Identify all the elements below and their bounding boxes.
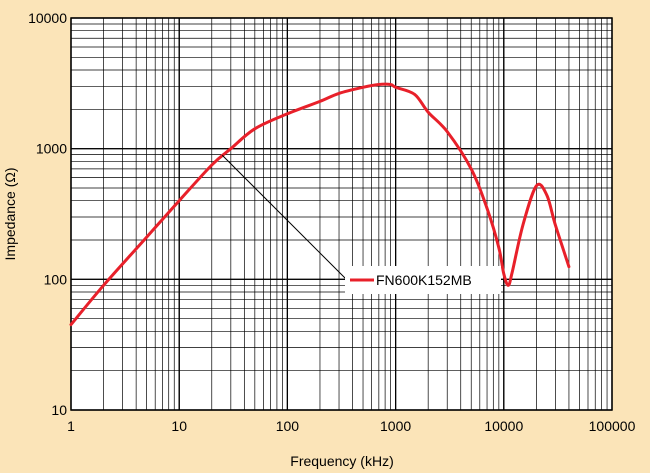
series-line-fn600k152mb xyxy=(69,82,571,327)
y-axis-label: Impedance (Ω) xyxy=(2,168,18,261)
y-tick-label: 10 xyxy=(51,402,67,418)
y-tick-label: 10000 xyxy=(28,10,67,26)
x-tick-label: 100 xyxy=(276,418,300,434)
y-tick-label: 100 xyxy=(44,271,68,287)
legend-label: FN600K152MB xyxy=(376,272,472,288)
y-tick-label: 1000 xyxy=(36,141,67,157)
y-tick-labels: 10 100 1000 10000 xyxy=(28,10,67,418)
plot-background xyxy=(71,18,612,410)
x-tick-label: 10000 xyxy=(484,418,523,434)
x-tick-label: 100000 xyxy=(589,418,636,434)
legend-leader-line xyxy=(221,154,348,281)
plot-border xyxy=(70,17,613,411)
x-tick-labels: 1 10 100 1000 10000 100000 xyxy=(67,418,635,434)
x-axis-label: Frequency (kHz) xyxy=(290,453,393,469)
x-tick-label: 10 xyxy=(171,418,187,434)
x-tick-label: 1 xyxy=(67,418,75,434)
x-tick-label: 1000 xyxy=(380,418,411,434)
